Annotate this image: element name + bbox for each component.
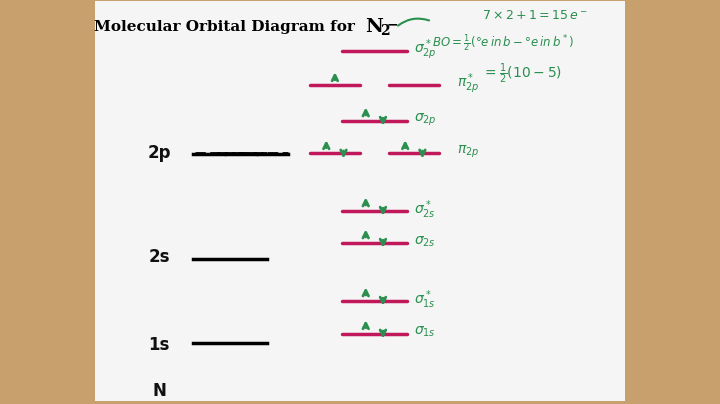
Text: $\sigma_{1s}$: $\sigma_{1s}$ <box>414 325 436 339</box>
Text: 2p: 2p <box>148 144 171 162</box>
Text: $\sigma_{2p}^*$: $\sigma_{2p}^*$ <box>414 37 436 62</box>
Text: 2: 2 <box>380 24 390 38</box>
Text: 2s: 2s <box>148 248 170 266</box>
Text: N: N <box>366 19 383 36</box>
Text: $\sigma_{2p}$: $\sigma_{2p}$ <box>414 111 436 128</box>
Text: $\pi_{2p}$: $\pi_{2p}$ <box>456 143 479 160</box>
Text: $\sigma_{2s}$: $\sigma_{2s}$ <box>414 234 436 248</box>
Text: $=\frac{1}{2}(10-5)$: $=\frac{1}{2}(10-5)$ <box>482 61 562 86</box>
Text: N: N <box>152 383 166 400</box>
Text: −: − <box>387 18 398 32</box>
Text: $\sigma_{1s}^*$: $\sigma_{1s}^*$ <box>414 288 436 311</box>
Text: $\pi_{2p}^*$: $\pi_{2p}^*$ <box>456 71 479 96</box>
Text: Molecular Orbital Diagram for: Molecular Orbital Diagram for <box>94 20 360 34</box>
Text: 1s: 1s <box>148 337 170 354</box>
Text: $BO=\frac{1}{2}(°e\,in\,b - °e\,in\,b^*)$: $BO=\frac{1}{2}(°e\,in\,b - °e\,in\,b^*)… <box>432 33 574 54</box>
Text: $7\times2+1=15\,e^-$: $7\times2+1=15\,e^-$ <box>482 9 588 22</box>
Text: $\sigma_{2s}^*$: $\sigma_{2s}^*$ <box>414 198 436 221</box>
FancyBboxPatch shape <box>94 1 626 402</box>
